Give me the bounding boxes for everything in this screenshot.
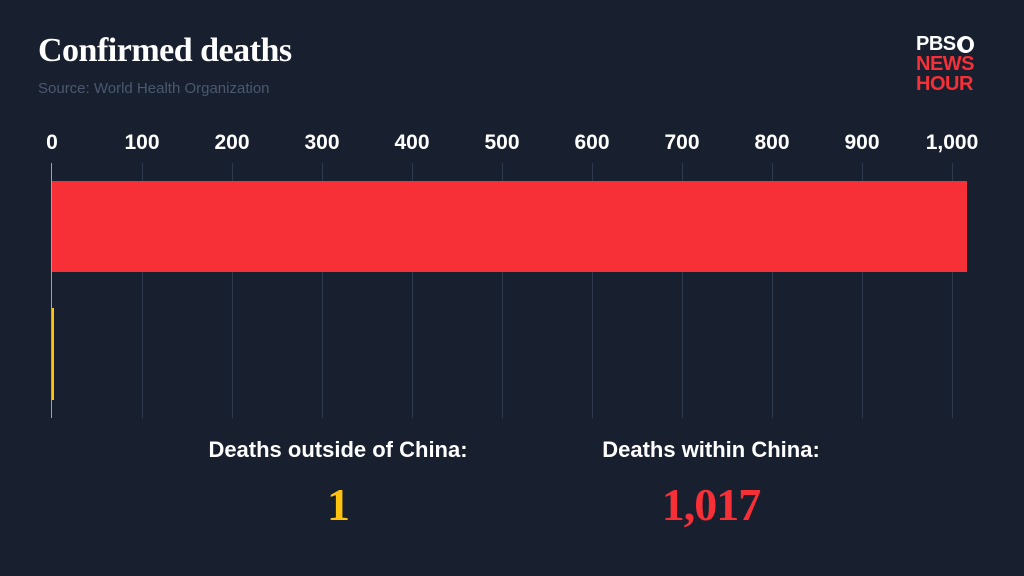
gridline [862,163,863,418]
x-tick-label: 500 [484,131,520,154]
gridline [952,163,953,418]
gridline [772,163,773,418]
gridline [592,163,593,418]
stat-outside-label: Deaths outside of China: [208,437,468,462]
x-tick-label: 1,000 [925,131,979,154]
chart-title: Confirmed deaths [38,32,292,69]
x-tick-label: 900 [844,131,880,154]
logo-news-text: NEWS [916,53,975,75]
x-tick-label: 400 [394,131,430,154]
stat-china-label: Deaths within China: [602,437,820,462]
gridline [232,163,233,418]
logo-hour-text: HOUR [916,73,973,95]
x-tick-label: 300 [304,131,340,154]
x-tick-label: 700 [664,131,700,154]
gridline [682,163,683,418]
pbs-head-icon [956,35,974,53]
gridline [502,163,503,418]
gridline [322,163,323,418]
x-tick-label: 600 [574,131,610,154]
x-tick-label: 0 [46,131,58,154]
logo-pbs-line: PBS [916,34,974,54]
x-tick-label: 800 [754,131,790,154]
stat-china-value: 1,017 [661,479,761,530]
stat-outside-value: 1 [327,479,350,530]
bar-deaths-within-china [52,181,968,272]
zero-axis-line [51,163,52,418]
pbs-newshour-logo: PBS NEWS HOUR [916,34,975,95]
bar-deaths-outside-china [52,308,54,400]
gridline [142,163,143,418]
logo-pbs-text: PBS [916,33,956,55]
x-tick-label: 100 [124,131,160,154]
source-note: Source: World Health Organization [38,80,270,97]
gridline [412,163,413,418]
x-tick-label: 200 [214,131,250,154]
